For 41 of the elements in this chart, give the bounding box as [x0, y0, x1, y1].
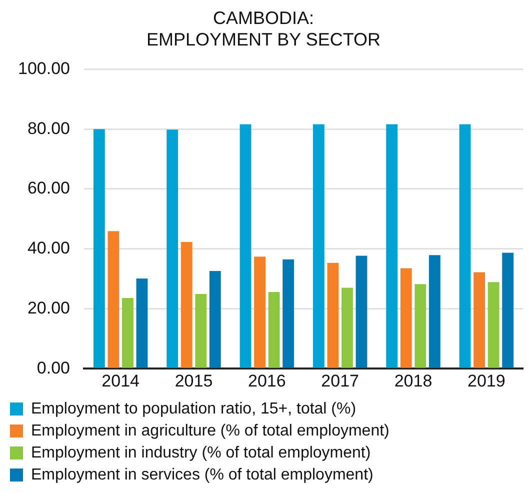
bar: [400, 268, 412, 368]
bar: [240, 124, 252, 368]
x-tick-label: 2015: [174, 371, 213, 390]
x-tick-label: 2019: [468, 371, 506, 390]
bar: [342, 288, 353, 368]
bar: [209, 270, 221, 368]
legend-label: Employment to population ratio, 15+, total (%): [31, 400, 356, 418]
bar: [268, 292, 280, 368]
bar: [195, 294, 207, 368]
y-tick-label: 40.00: [27, 238, 70, 258]
y-tick-label: 80.00: [27, 118, 70, 138]
y-tick-label: 0.00: [36, 358, 70, 378]
bar: [502, 252, 514, 368]
bar: [474, 272, 485, 368]
x-tick-label: 2018: [394, 371, 432, 390]
bar: [488, 282, 500, 368]
bar: [414, 284, 426, 368]
y-tick-label: 60.00: [27, 178, 70, 198]
bar: [136, 278, 148, 368]
bar: [108, 231, 120, 368]
bar: [254, 256, 266, 368]
y-tick-label: 100.00: [18, 58, 70, 78]
x-tick-label: 2016: [248, 371, 286, 390]
bar: [327, 262, 339, 368]
bar: [93, 129, 105, 368]
legend-label: Employment in industry (% of total employment): [31, 444, 371, 462]
bar: [459, 124, 471, 368]
bar: [166, 130, 178, 368]
bar: [312, 124, 324, 368]
bar: [122, 298, 134, 368]
x-tick-label: 2017: [321, 371, 359, 390]
bar: [180, 242, 192, 368]
bar: [386, 124, 398, 368]
bar: [356, 256, 368, 368]
bar: [282, 259, 294, 368]
legend-label: Employment in agriculture (% of total employment): [31, 422, 390, 440]
chart-title: CAMBODIA: EMPLOYMENT BY SECTOR: [146, 8, 381, 50]
x-tick-label: 2014: [102, 371, 140, 390]
y-tick-label: 20.00: [27, 298, 70, 318]
legend-label: Employment in services (% of total employment): [31, 466, 374, 484]
bar: [428, 255, 440, 368]
